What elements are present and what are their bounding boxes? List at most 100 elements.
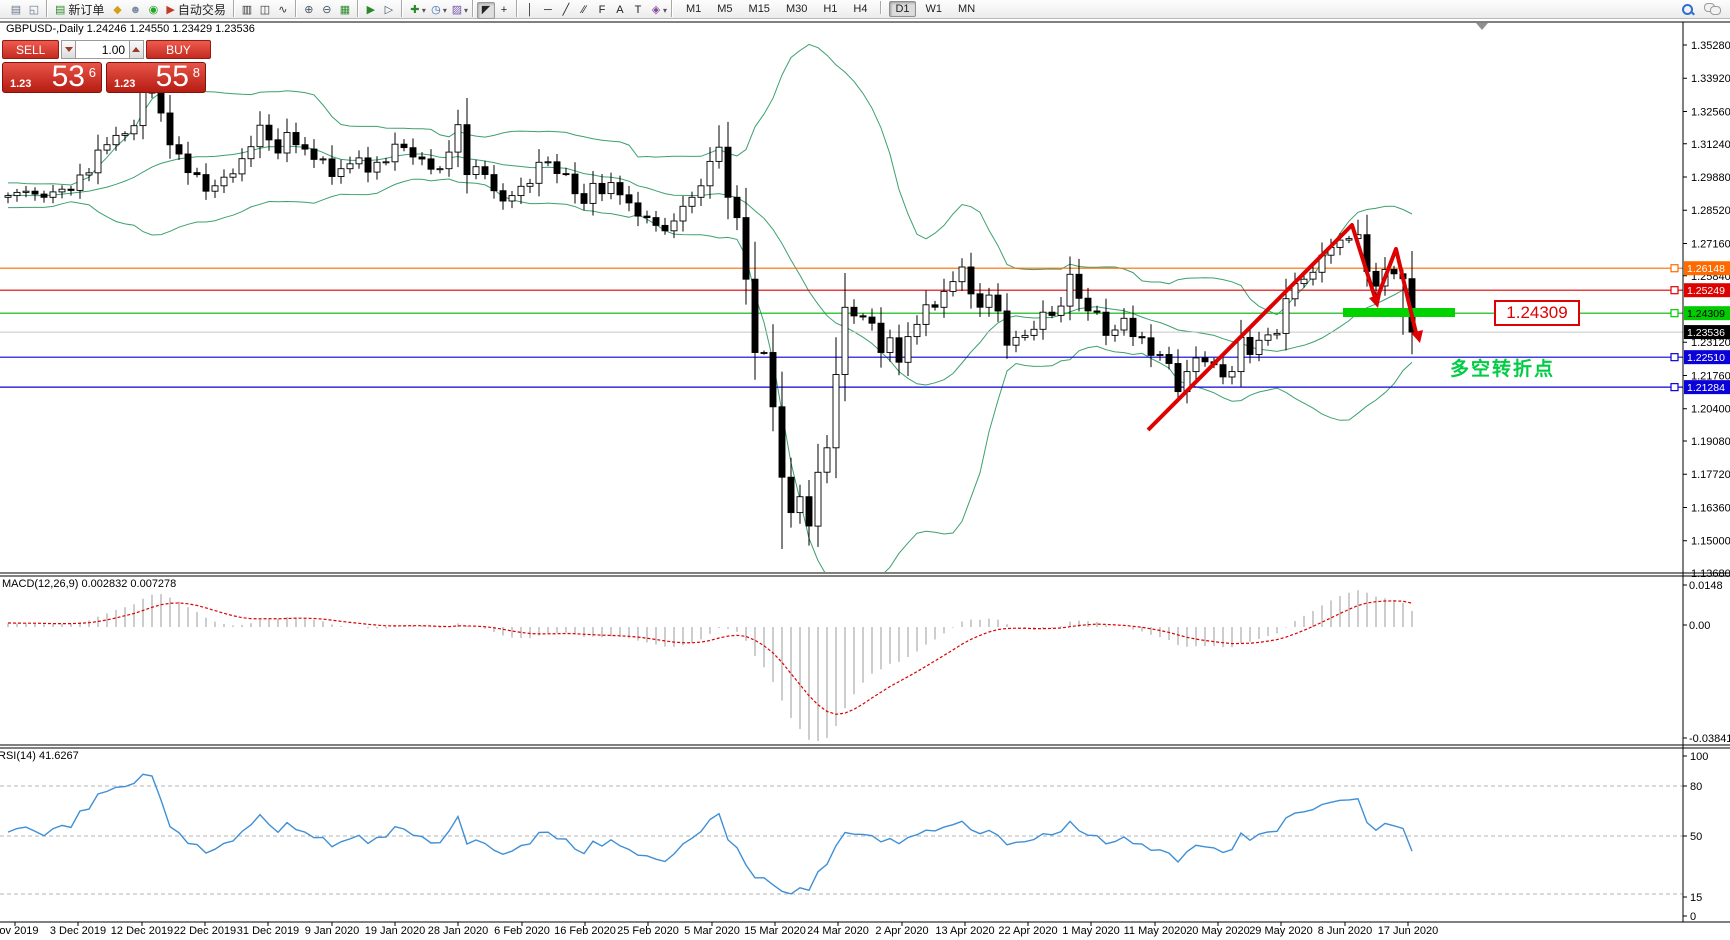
- svg-text:1.24309: 1.24309: [1687, 308, 1725, 320]
- line-end-marker: [1670, 264, 1679, 273]
- date-label: 3 Dec 2019: [50, 925, 106, 937]
- candlestick-chart-icon[interactable]: ◫: [259, 3, 271, 16]
- price-axis: 1.35280 1.33920 1.32560 1.31240 1.29880 1.285…: [1670, 40, 1730, 923]
- turning-point-annotation[interactable]: 多空转折点: [1450, 359, 1556, 380]
- price-tick: 1.20400: [1691, 404, 1730, 416]
- rsi-indicator-label: RSI(14) 41.6267: [0, 750, 79, 762]
- buy-price-display[interactable]: 1.23 55 8: [106, 60, 206, 93]
- volume-increase-button[interactable]: [129, 40, 144, 59]
- signal-icon[interactable]: ◉: [148, 3, 159, 16]
- text-icon[interactable]: A: [616, 3, 624, 16]
- indicators-icon[interactable]: ✚: [410, 3, 420, 16]
- auto-trading-button-icon: ▶: [166, 3, 175, 16]
- print-preview-icon[interactable]: ◱: [28, 3, 40, 16]
- timeframe-w1[interactable]: W1: [925, 3, 943, 15]
- date-label: 2 Apr 2020: [875, 925, 928, 937]
- tile-windows-icon[interactable]: ▦: [339, 3, 351, 16]
- price-tick: 1.27160: [1691, 238, 1730, 250]
- dropdown-caret-icon[interactable]: ▾: [463, 5, 468, 15]
- timeframe-mn[interactable]: MN: [958, 3, 976, 15]
- volume-input[interactable]: [76, 40, 130, 59]
- line-end-marker: [1670, 286, 1679, 295]
- equidistant-channel-icon[interactable]: ∕∕: [582, 3, 586, 16]
- timeframe-m1[interactable]: M1: [685, 3, 702, 15]
- timeframe-d1[interactable]: D1: [889, 1, 916, 17]
- date-label: 1 May 2020: [1062, 925, 1119, 937]
- price-tick: 1.35280: [1691, 40, 1730, 52]
- profile-icon[interactable]: ☻: [129, 3, 142, 16]
- vertical-line-icon[interactable]: │: [526, 3, 534, 16]
- sell-price-pip: 6: [88, 65, 96, 80]
- price-tick: 1.15000: [1691, 536, 1730, 548]
- trendline-icon[interactable]: ╱: [562, 3, 570, 16]
- fibonacci-icon[interactable]: F: [598, 3, 606, 16]
- sell-button[interactable]: SELL: [2, 40, 60, 59]
- new-order-button[interactable]: ▤ 新订单: [51, 2, 108, 17]
- price-tick: 1.17720: [1691, 469, 1730, 481]
- dropdown-caret-icon[interactable]: ▾: [421, 5, 426, 15]
- periods-icon[interactable]: ◷: [431, 3, 441, 16]
- horizontal-line-icon[interactable]: ─: [544, 3, 552, 16]
- bar-chart-icon[interactable]: ▥: [241, 3, 253, 16]
- price-tick: 1.31240: [1691, 139, 1730, 151]
- date-label: 5 Mar 2020: [684, 925, 740, 937]
- toolbar-separator: [356, 0, 359, 17]
- timeframe-m5[interactable]: M5: [717, 3, 733, 15]
- templates-icon[interactable]: ▨: [451, 3, 463, 16]
- svg-text:1.22510: 1.22510: [1687, 352, 1725, 364]
- volume-decrease-button[interactable]: [61, 40, 77, 59]
- line-end-marker: [1670, 309, 1679, 318]
- macd-axis-label: 0.0148: [1689, 580, 1723, 592]
- timeframe-h1[interactable]: H1: [823, 3, 838, 15]
- price-tick: 1.33920: [1691, 73, 1730, 85]
- price-badge: [1684, 325, 1730, 340]
- timeframe-h4[interactable]: H4: [853, 3, 868, 15]
- chart-shift-marker[interactable]: [1476, 23, 1488, 30]
- new-order-button-label: 新订单: [68, 2, 105, 17]
- price-badge: [1684, 350, 1730, 365]
- crosshair-icon[interactable]: +: [500, 3, 508, 16]
- toolbar-separator: [294, 0, 297, 17]
- buy-button[interactable]: BUY: [145, 40, 212, 59]
- dropdown-caret-icon[interactable]: ▾: [662, 5, 667, 15]
- svg-text:1.23536: 1.23536: [1687, 327, 1725, 339]
- svg-text:1.25249: 1.25249: [1687, 285, 1725, 297]
- auto-trading-button-label: 自动交易: [177, 2, 226, 17]
- drawn-annotations[interactable]: [1146, 23, 1488, 432]
- chart-frame: [0, 21, 1730, 923]
- horizontal-level-lines[interactable]: [0, 267, 1683, 388]
- chat-icon[interactable]: [1704, 3, 1721, 15]
- zoom-out-icon[interactable]: ⊖: [322, 3, 332, 16]
- new-chart-icon[interactable]: ▤: [10, 3, 22, 16]
- chart-title: GBPUSD-,Daily 1.24246 1.24550 1.23429 1.…: [6, 23, 255, 35]
- line-chart-icon[interactable]: ∿: [278, 3, 288, 16]
- date-label: 29 May 2020: [1249, 925, 1313, 937]
- text-label-icon[interactable]: T: [634, 3, 642, 16]
- date-label: 8 Jun 2020: [1318, 925, 1372, 937]
- support-highlight-bar[interactable]: [1343, 308, 1455, 317]
- search-icon[interactable]: [1681, 3, 1694, 16]
- auto-scroll-icon[interactable]: ▶: [366, 3, 376, 16]
- chart-shift-icon[interactable]: ▷: [384, 3, 394, 16]
- arrows-icon[interactable]: ◈: [651, 3, 661, 16]
- arrowhead-icon: [1369, 294, 1381, 308]
- sell-price-display[interactable]: 1.23 53 6: [2, 60, 102, 93]
- timeframe-m30[interactable]: M30: [785, 3, 808, 15]
- paint-bucket-icon[interactable]: ◆: [113, 3, 122, 16]
- zoom-in-icon[interactable]: ⊕: [304, 3, 314, 16]
- date-label: 20 May 2020: [1186, 925, 1250, 937]
- price-badge: [1684, 261, 1730, 276]
- auto-trading-button[interactable]: ▶ 自动交易: [162, 2, 229, 17]
- price-tick: 1.32560: [1691, 106, 1730, 118]
- support-price-annotation[interactable]: 1.24309: [1494, 300, 1580, 326]
- dropdown-caret-icon[interactable]: ▾: [442, 5, 447, 15]
- macd-signal-line: [7, 600, 1413, 715]
- line-end-marker: [1670, 383, 1679, 392]
- cursor-icon[interactable]: ◤: [476, 1, 495, 19]
- rsi-axis-label: 0: [1690, 911, 1696, 923]
- sell-price-big: 53: [51, 60, 85, 93]
- timeframe-m15[interactable]: M15: [748, 3, 770, 15]
- buy-price-small: 1.23: [114, 78, 136, 90]
